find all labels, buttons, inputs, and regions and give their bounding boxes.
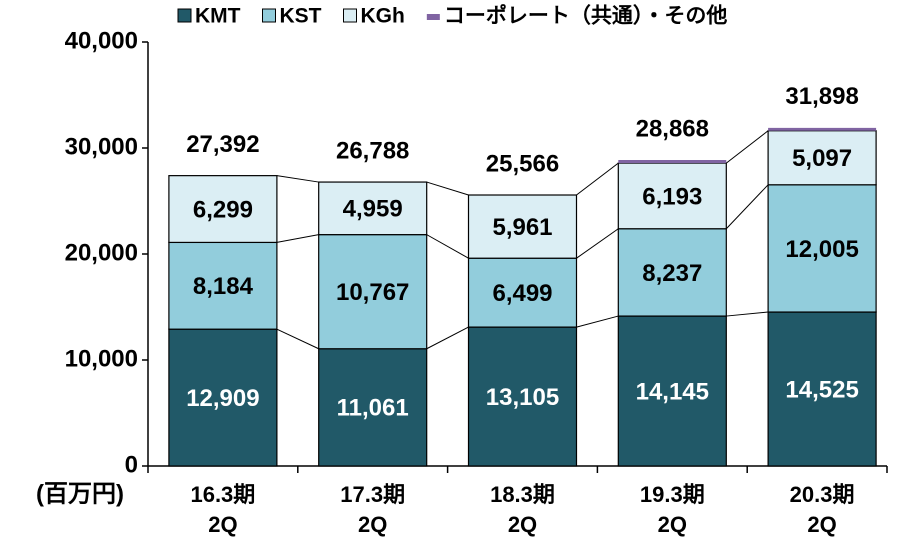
connector [426,181,469,196]
value-label: 13,105 [486,384,559,411]
connector [276,328,319,350]
total-label: 31,898 [785,83,858,110]
legend-label: KST [280,5,322,28]
total-label: 26,788 [336,137,409,164]
value-label: 12,909 [186,385,259,412]
connector [576,162,619,196]
value-label: 4,959 [343,196,403,223]
total-label: 25,566 [486,150,559,177]
value-label: 5,097 [792,145,852,172]
connector [276,234,319,243]
x-tick-label: 20.3期 2Q [789,482,855,537]
bar-segment [767,130,877,186]
bar-segment [767,184,877,313]
connector [576,315,619,328]
bar-segment [318,181,428,236]
value-label: 14,145 [636,378,709,405]
bar-segment [617,315,727,467]
connector [725,130,769,164]
connector [426,234,469,259]
bar-segment [168,241,278,330]
value-label: 6,499 [492,280,552,307]
legend-label: コーポレート（共通）・その他 [444,4,728,28]
bar-segment [768,127,877,131]
y-unit-label: (百万円) [36,480,124,507]
value-label: 8,184 [193,273,254,300]
legend-label: KGh [361,5,405,28]
bar-segment [467,194,578,259]
connector [426,326,469,350]
bar-segment [467,326,578,467]
legend-swatch [262,8,276,23]
legend-swatch [343,8,357,23]
connector [725,184,769,230]
value-label: 8,237 [642,260,702,287]
total-label: 27,392 [186,131,259,158]
value-label: 10,767 [336,279,409,306]
connector [726,311,769,317]
legend-swatch [426,14,440,20]
value-label: 14,525 [785,376,858,403]
legend-label: KMT [195,5,241,28]
bar-segment [168,175,278,244]
bar-segment [767,311,877,467]
value-label: 5,961 [492,214,552,241]
y-tick-label: 0 [125,451,138,478]
bar-segment [318,234,428,350]
value-label: 6,193 [642,183,702,210]
y-tick-label: 30,000 [65,133,138,160]
legend-swatch [177,8,192,23]
value-label: 11,061 [337,395,409,422]
total-label: 28,868 [636,115,709,142]
connector [276,175,319,183]
bar-segment [618,159,727,164]
x-tick-label: 16.3期 2Q [190,482,256,537]
y-tick-label: 40,000 [65,27,138,54]
y-tick-label: 20,000 [65,239,138,266]
bar-segment [467,257,578,328]
connector [576,228,619,259]
bar-segment [318,348,428,467]
value-label: 6,299 [193,196,253,223]
x-tick-label: 17.3期 2Q [340,482,406,537]
bar-segment [168,328,278,467]
value-label: 12,005 [785,236,858,263]
x-tick-label: 18.3期 2Q [490,482,555,537]
x-tick-label: 19.3期 2Q [639,482,705,537]
bar-segment [617,162,727,230]
y-tick-label: 10,000 [65,345,138,372]
